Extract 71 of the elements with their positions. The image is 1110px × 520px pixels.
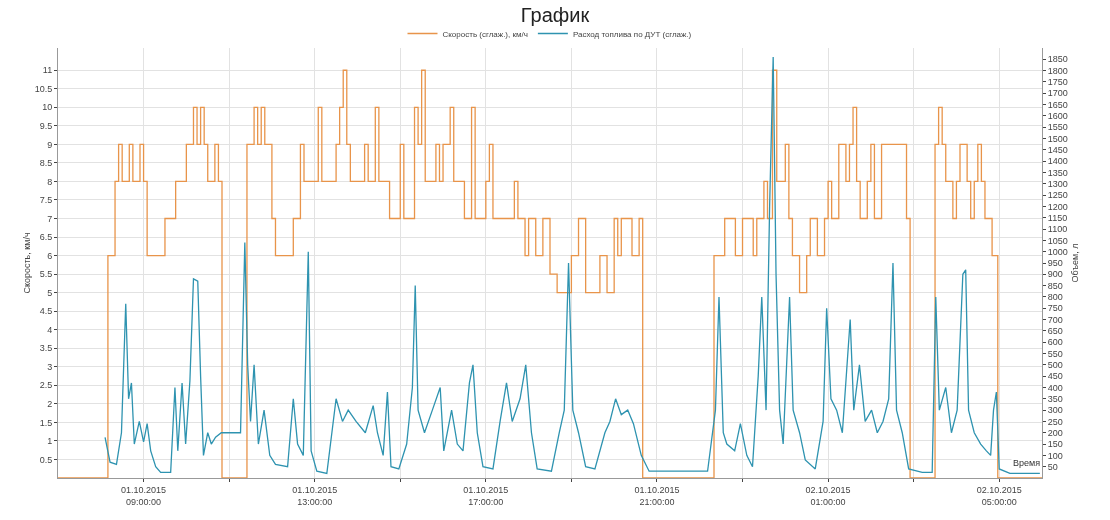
y2-tick-label: 1500 <box>1047 133 1068 144</box>
x-tick-label: 02.10.2015 05:00:00 <box>976 484 1022 507</box>
y2-tick-label: 1700 <box>1047 88 1068 99</box>
y-tick-label: 7 <box>47 213 53 224</box>
y-tick-label: 3 <box>47 361 53 372</box>
y-tick-label: 4 <box>47 324 53 335</box>
y2-tick-label: 300 <box>1047 405 1063 416</box>
y2-tick-label: 600 <box>1047 337 1063 348</box>
y2-tick-label: 850 <box>1047 280 1063 291</box>
x-tick-label: 02.10.2015 01:00:00 <box>805 484 851 507</box>
y-tick-label: 10.5 <box>34 83 53 94</box>
y-tick-label: 3.5 <box>39 343 53 354</box>
y-tick-label: 8.5 <box>39 158 53 169</box>
y2-tick-label: 1200 <box>1047 201 1068 212</box>
y2-tick-label: 200 <box>1047 427 1063 438</box>
y-tick-label: 2 <box>47 399 53 410</box>
x-tick-label: 01.10.2015 09:00:00 <box>121 484 167 507</box>
x-axis-title: Время <box>1013 458 1041 468</box>
y2-tick-label: 1800 <box>1047 65 1068 76</box>
y2-tick-label: 750 <box>1047 303 1063 314</box>
y2-tick-label: 1000 <box>1047 246 1068 257</box>
y-axis-title: Скорость, км/ч <box>22 232 32 294</box>
y-tick-label: 11 <box>42 65 53 76</box>
y-tick-label: 2.5 <box>39 380 53 391</box>
y2-tick-label: 1300 <box>1047 178 1068 189</box>
legend-label: Расход топлива по ДУТ (сглаж.) <box>572 29 692 39</box>
y-tick-label: 5 <box>47 287 53 298</box>
y-tick-label: 8 <box>47 176 53 187</box>
y2-tick-label: 1550 <box>1047 122 1068 133</box>
y-tick-label: 7.5 <box>39 195 53 206</box>
y2-tick-label: 950 <box>1047 258 1063 269</box>
y-tick-label: 1.5 <box>39 417 53 428</box>
x-tick-label: 01.10.2015 17:00:00 <box>463 484 509 507</box>
y-tick-label: 6.5 <box>39 232 53 243</box>
y-tick-label: 9.5 <box>39 120 53 131</box>
y2-tick-label: 650 <box>1047 326 1063 337</box>
y-tick-label: 0.5 <box>39 454 53 465</box>
y2-tick-label: 1650 <box>1047 99 1068 110</box>
y2-tick-label: 450 <box>1047 371 1063 382</box>
y2-tick-label: 250 <box>1047 416 1063 427</box>
chart-title: График <box>520 3 590 26</box>
y2-tick-label: 1350 <box>1047 167 1068 178</box>
y2-axis-title: Объем, л <box>1069 243 1080 283</box>
y-tick-label: 9 <box>47 139 53 150</box>
y-tick-label: 5.5 <box>39 269 53 280</box>
y2-tick-label: 1100 <box>1047 224 1068 235</box>
y-tick-label: 1 <box>47 436 53 447</box>
y2-tick-label: 1600 <box>1047 111 1068 122</box>
y2-tick-label: 900 <box>1047 269 1063 280</box>
y2-tick-label: 400 <box>1047 382 1063 393</box>
y-tick-label: 10 <box>42 102 53 113</box>
y2-tick-label: 1850 <box>1047 54 1068 65</box>
y2-tick-label: 1450 <box>1047 144 1068 155</box>
y2-tick-label: 800 <box>1047 292 1063 303</box>
y2-tick-label: 1050 <box>1047 235 1068 246</box>
y2-tick-label: 100 <box>1047 450 1063 461</box>
y2-tick-label: 1150 <box>1047 212 1068 223</box>
y2-tick-label: 500 <box>1047 359 1063 370</box>
y2-tick-label: 50 <box>1047 461 1058 472</box>
y2-tick-label: 350 <box>1047 393 1063 404</box>
x-tick-label: 01.10.2015 21:00:00 <box>634 484 680 507</box>
y2-tick-label: 550 <box>1047 348 1063 359</box>
y-tick-label: 6 <box>47 250 53 261</box>
y2-tick-label: 1750 <box>1047 77 1068 88</box>
y-tick-label: 4.5 <box>39 306 53 317</box>
x-tick-label: 01.10.2015 13:00:00 <box>292 484 338 507</box>
y2-tick-label: 1400 <box>1047 156 1068 167</box>
legend-label: Скорость (сглаж.), км/ч <box>442 29 528 39</box>
y2-tick-label: 700 <box>1047 314 1063 325</box>
y2-tick-label: 150 <box>1047 439 1063 450</box>
y2-tick-label: 1250 <box>1047 190 1068 201</box>
